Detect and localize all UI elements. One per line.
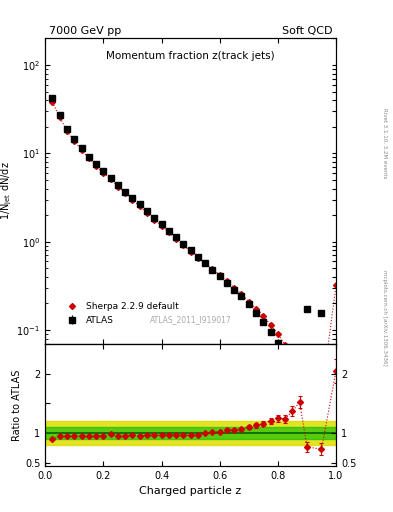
Sherpa 2.2.9 default xyxy=(254,306,259,312)
Sherpa 2.2.9 default xyxy=(152,217,156,223)
Sherpa 2.2.9 default xyxy=(174,236,178,242)
Sherpa 2.2.9 default xyxy=(79,146,84,153)
Sherpa 2.2.9 default xyxy=(196,254,200,261)
Sherpa 2.2.9 default xyxy=(72,138,77,144)
Text: 7000 GeV pp: 7000 GeV pp xyxy=(49,26,121,36)
Sherpa 2.2.9 default xyxy=(275,331,280,337)
Sherpa 2.2.9 default xyxy=(319,393,324,399)
Sherpa 2.2.9 default xyxy=(290,352,295,358)
Sherpa 2.2.9 default xyxy=(239,291,244,297)
Sherpa 2.2.9 default xyxy=(50,99,55,105)
Sherpa 2.2.9 default xyxy=(210,266,215,272)
X-axis label: Charged particle z: Charged particle z xyxy=(140,486,242,496)
Sherpa 2.2.9 default xyxy=(64,127,70,134)
Sherpa 2.2.9 default xyxy=(232,285,237,291)
Sherpa 2.2.9 default xyxy=(181,242,186,248)
Sherpa 2.2.9 default xyxy=(116,184,120,190)
Sherpa 2.2.9 default xyxy=(130,197,135,203)
Text: Momentum fraction z(track jets): Momentum fraction z(track jets) xyxy=(106,51,275,60)
Sherpa 2.2.9 default xyxy=(167,229,171,236)
Y-axis label: Ratio to ATLAS: Ratio to ATLAS xyxy=(12,369,22,440)
Text: Rivet 3.1.10, 3.2M events: Rivet 3.1.10, 3.2M events xyxy=(382,108,387,179)
Sherpa 2.2.9 default xyxy=(108,176,113,182)
Sherpa 2.2.9 default xyxy=(94,163,98,169)
Sherpa 2.2.9 default xyxy=(298,364,302,370)
Sherpa 2.2.9 default xyxy=(283,342,287,348)
Sherpa 2.2.9 default xyxy=(138,203,142,209)
Line: Sherpa 2.2.9 default: Sherpa 2.2.9 default xyxy=(50,100,338,398)
Sherpa 2.2.9 default xyxy=(123,190,128,196)
Text: ATLAS_2011_I919017: ATLAS_2011_I919017 xyxy=(150,315,231,324)
Sherpa 2.2.9 default xyxy=(159,223,164,229)
Sherpa 2.2.9 default xyxy=(334,283,338,289)
Sherpa 2.2.9 default xyxy=(268,322,273,328)
Sherpa 2.2.9 default xyxy=(261,313,266,319)
Sherpa 2.2.9 default xyxy=(101,170,106,176)
Sherpa 2.2.9 default xyxy=(188,249,193,255)
Sherpa 2.2.9 default xyxy=(217,272,222,278)
Text: Soft QCD: Soft QCD xyxy=(282,26,332,36)
Sherpa 2.2.9 default xyxy=(86,155,91,161)
Sherpa 2.2.9 default xyxy=(246,298,251,305)
Sherpa 2.2.9 default xyxy=(145,210,149,216)
Sherpa 2.2.9 default xyxy=(57,114,62,120)
Y-axis label: 1/N$_\mathrm{jet}$ dN/dz: 1/N$_\mathrm{jet}$ dN/dz xyxy=(0,162,14,220)
Sherpa 2.2.9 default xyxy=(225,278,230,284)
Text: mcplots.cern.ch [arXiv:1306.3436]: mcplots.cern.ch [arXiv:1306.3436] xyxy=(382,270,387,365)
Sherpa 2.2.9 default xyxy=(203,260,208,266)
Sherpa 2.2.9 default xyxy=(305,376,309,382)
Legend: Sherpa 2.2.9 default, ATLAS: Sherpa 2.2.9 default, ATLAS xyxy=(60,299,182,329)
